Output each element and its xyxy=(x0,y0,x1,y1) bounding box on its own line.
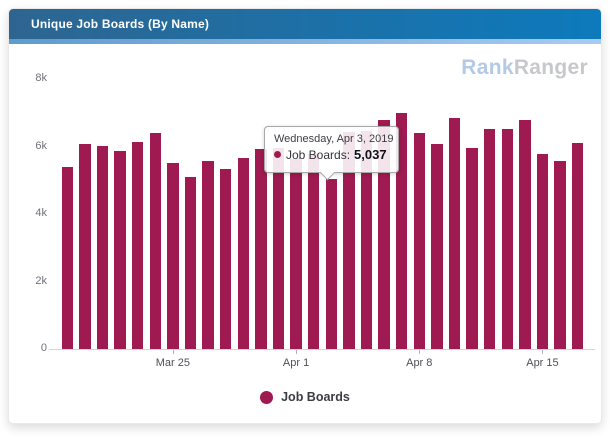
bar-apr-12[interactable] xyxy=(483,129,496,349)
x-axis-tick xyxy=(419,350,421,354)
bar-apr-9[interactable] xyxy=(431,143,443,349)
y-axis-label: 8k xyxy=(35,72,47,84)
bar-mar-27[interactable] xyxy=(202,161,214,349)
bar-apr-8[interactable] xyxy=(413,133,425,349)
bar-mar-23[interactable] xyxy=(131,142,144,349)
y-axis-label: 0 xyxy=(40,342,47,354)
x-axis-tick xyxy=(172,350,174,354)
chart-legend: Job Boards xyxy=(9,389,601,405)
bar-apr-4[interactable] xyxy=(343,132,355,349)
header-accent-strip xyxy=(9,39,601,44)
bar-mar-20[interactable] xyxy=(79,143,91,349)
bar-mar-19[interactable] xyxy=(61,167,73,349)
bar-mar-22[interactable] xyxy=(114,150,126,349)
bar-apr-2[interactable] xyxy=(307,153,320,349)
series-bullet-icon xyxy=(274,151,281,158)
x-axis-label: Mar 25 xyxy=(155,357,190,369)
x-axis-tick xyxy=(542,350,544,354)
x-axis-label: Apr 8 xyxy=(406,357,433,369)
bar-apr-1[interactable] xyxy=(290,158,302,349)
y-axis-label: 2k xyxy=(35,274,47,287)
x-axis-label: Apr 15 xyxy=(526,357,559,369)
bar-apr-7[interactable] xyxy=(395,113,408,349)
bar-apr-16[interactable] xyxy=(554,161,566,349)
tooltip-value: 5,037 xyxy=(354,147,387,162)
x-axis-label: Apr 1 xyxy=(282,357,310,369)
bar-apr-13[interactable] xyxy=(501,129,513,349)
bar-apr-3[interactable] xyxy=(325,179,337,349)
logo-text-ranger: Ranger xyxy=(513,56,588,79)
bar-apr-17[interactable] xyxy=(571,142,584,349)
bar-apr-5[interactable] xyxy=(360,131,373,349)
bar-mar-31[interactable] xyxy=(272,148,285,349)
bar-mar-21[interactable] xyxy=(96,146,109,349)
x-axis-tick xyxy=(296,350,298,354)
rankranger-logo: RankRanger xyxy=(461,56,588,80)
tooltip-series-row: Job Boards: 5,037 xyxy=(274,147,389,162)
legend-swatch-icon xyxy=(260,390,274,404)
bar-apr-11[interactable] xyxy=(466,147,478,349)
widget-title: Unique Job Boards (By Name) xyxy=(31,17,210,31)
bar-apr-10[interactable] xyxy=(448,118,461,349)
bar-mar-28[interactable] xyxy=(219,169,232,349)
x-axis-line xyxy=(49,349,595,350)
bar-mar-29[interactable] xyxy=(237,158,249,349)
tooltip-series-label: Job Boards: xyxy=(286,147,351,162)
report-widget: Unique Job Boards (By Name) RankRanger M… xyxy=(8,8,602,424)
plot-area: Mar 25 Apr 1 Apr 8 Apr 15 8k 6k 4k 2k 0 xyxy=(9,9,601,423)
bar-apr-6[interactable] xyxy=(378,120,390,349)
widget-header: Unique Job Boards (By Name) xyxy=(9,9,601,39)
chart-tooltip: Wednesday, Apr 3, 2019 Job Boards: 5,037 xyxy=(264,126,399,181)
legend-item-job-boards[interactable]: Job Boards xyxy=(281,390,350,404)
bar-mar-30[interactable] xyxy=(255,148,267,349)
bar-mar-24[interactable] xyxy=(149,133,161,349)
bar-mar-25[interactable] xyxy=(167,162,179,349)
bar-apr-15[interactable] xyxy=(536,154,549,349)
tooltip-date: Wednesday, Apr 3, 2019 xyxy=(274,133,394,145)
bar-mar-26[interactable] xyxy=(184,176,197,349)
y-axis-label: 4k xyxy=(35,207,47,219)
bar-apr-14[interactable] xyxy=(519,120,531,349)
logo-text-rank: Rank xyxy=(461,56,514,79)
y-axis-label: 6k xyxy=(35,139,47,152)
